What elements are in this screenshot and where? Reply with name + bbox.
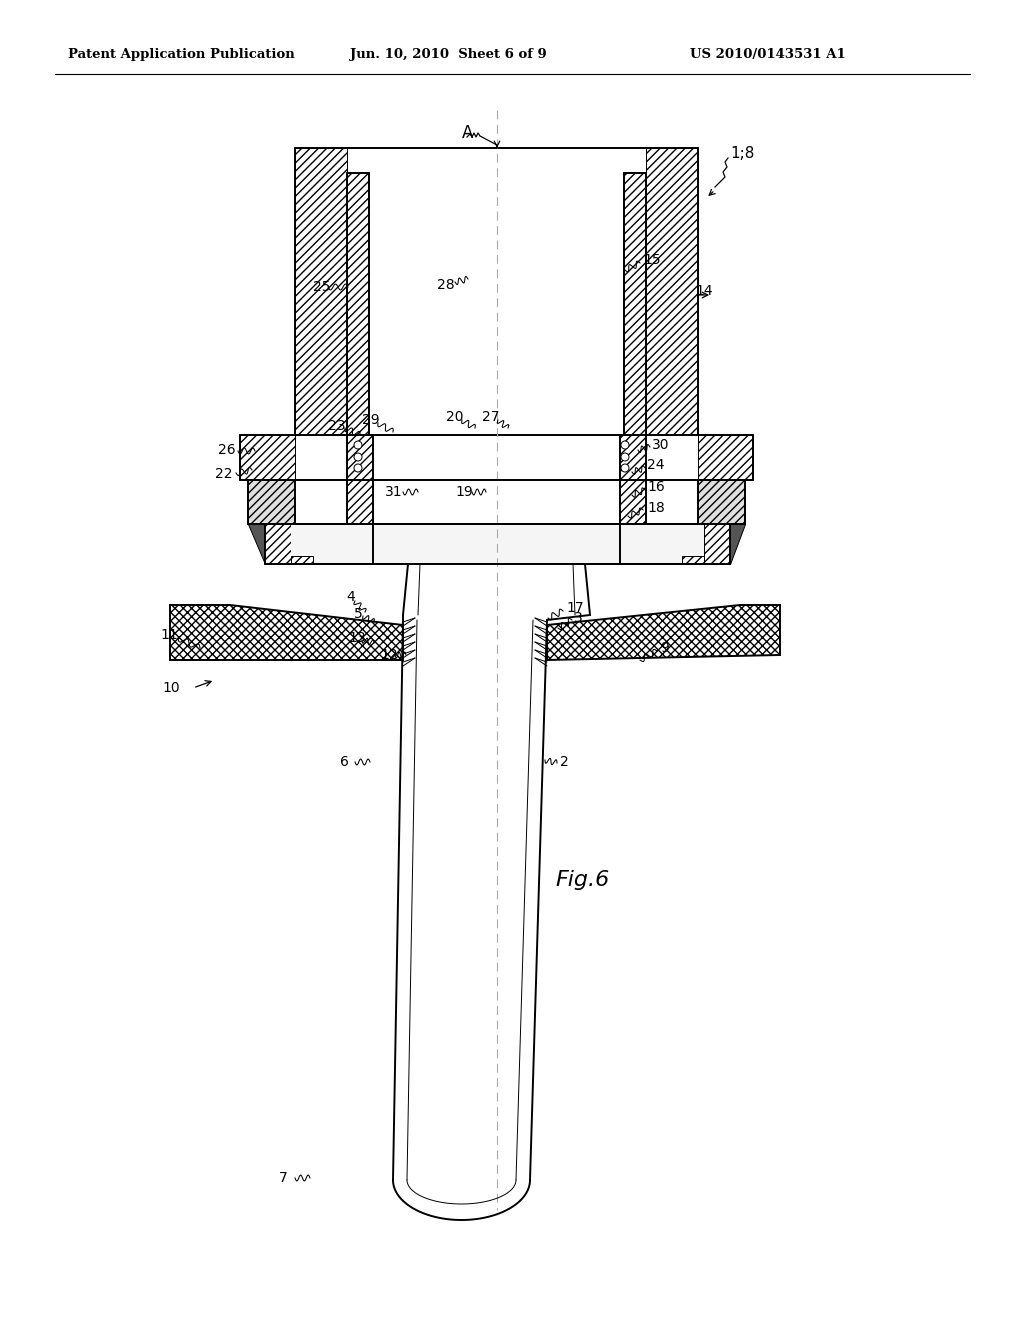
Text: 28: 28 bbox=[437, 279, 455, 292]
Text: Patent Application Publication: Patent Application Publication bbox=[68, 48, 295, 61]
Text: 13: 13 bbox=[348, 631, 366, 645]
Bar bbox=[291, 556, 313, 564]
Bar bbox=[347, 173, 369, 436]
Text: 4: 4 bbox=[346, 590, 354, 605]
Text: 30: 30 bbox=[652, 438, 670, 451]
Circle shape bbox=[354, 453, 362, 461]
Text: 19: 19 bbox=[455, 484, 473, 499]
Text: US 2010/0143531 A1: US 2010/0143531 A1 bbox=[690, 48, 846, 61]
Text: 17: 17 bbox=[566, 601, 584, 615]
Text: 25: 25 bbox=[313, 280, 331, 294]
Polygon shape bbox=[730, 524, 745, 564]
Text: A: A bbox=[462, 124, 473, 143]
Circle shape bbox=[621, 453, 629, 461]
Circle shape bbox=[354, 441, 362, 449]
Bar bbox=[646, 148, 698, 436]
Bar bbox=[291, 524, 705, 564]
Text: 20: 20 bbox=[446, 411, 464, 424]
Bar bbox=[620, 436, 646, 480]
Polygon shape bbox=[240, 480, 295, 524]
Bar bbox=[240, 436, 295, 480]
Text: 23: 23 bbox=[328, 418, 345, 433]
Bar bbox=[295, 148, 347, 436]
Bar bbox=[698, 436, 753, 480]
Text: 10: 10 bbox=[162, 681, 179, 696]
Bar bbox=[347, 436, 373, 480]
Text: Fig.6: Fig.6 bbox=[555, 870, 609, 890]
Bar bbox=[265, 524, 291, 564]
Text: 31: 31 bbox=[385, 484, 402, 499]
Bar bbox=[705, 524, 730, 564]
Bar bbox=[373, 436, 620, 480]
Text: 5: 5 bbox=[354, 607, 362, 620]
Bar bbox=[347, 480, 373, 524]
Text: 24: 24 bbox=[647, 458, 665, 473]
Text: 18: 18 bbox=[647, 502, 665, 515]
Polygon shape bbox=[547, 605, 780, 660]
Text: 2: 2 bbox=[560, 755, 568, 770]
Circle shape bbox=[621, 441, 629, 449]
Text: 14: 14 bbox=[695, 284, 713, 298]
Text: 9: 9 bbox=[660, 642, 669, 655]
Bar bbox=[620, 480, 646, 524]
Polygon shape bbox=[698, 480, 753, 524]
Text: 6: 6 bbox=[340, 755, 349, 770]
Text: 29: 29 bbox=[362, 413, 380, 426]
Text: 16: 16 bbox=[647, 480, 665, 494]
Text: 1;8: 1;8 bbox=[730, 145, 755, 161]
Text: 27: 27 bbox=[482, 411, 500, 424]
Bar bbox=[369, 148, 624, 436]
Polygon shape bbox=[170, 605, 403, 660]
Text: 15: 15 bbox=[643, 253, 660, 267]
Bar bbox=[682, 556, 705, 564]
Text: 12: 12 bbox=[380, 648, 397, 663]
Bar bbox=[265, 524, 730, 564]
Text: Jun. 10, 2010  Sheet 6 of 9: Jun. 10, 2010 Sheet 6 of 9 bbox=[350, 48, 547, 61]
Text: 11: 11 bbox=[160, 628, 178, 642]
Text: 7: 7 bbox=[279, 1171, 288, 1185]
Text: 26: 26 bbox=[218, 444, 236, 457]
Circle shape bbox=[621, 465, 629, 473]
Bar bbox=[624, 173, 646, 436]
Text: 22: 22 bbox=[215, 467, 232, 480]
Polygon shape bbox=[248, 524, 265, 564]
Text: 3: 3 bbox=[574, 611, 583, 624]
Circle shape bbox=[354, 465, 362, 473]
Bar bbox=[295, 480, 698, 524]
